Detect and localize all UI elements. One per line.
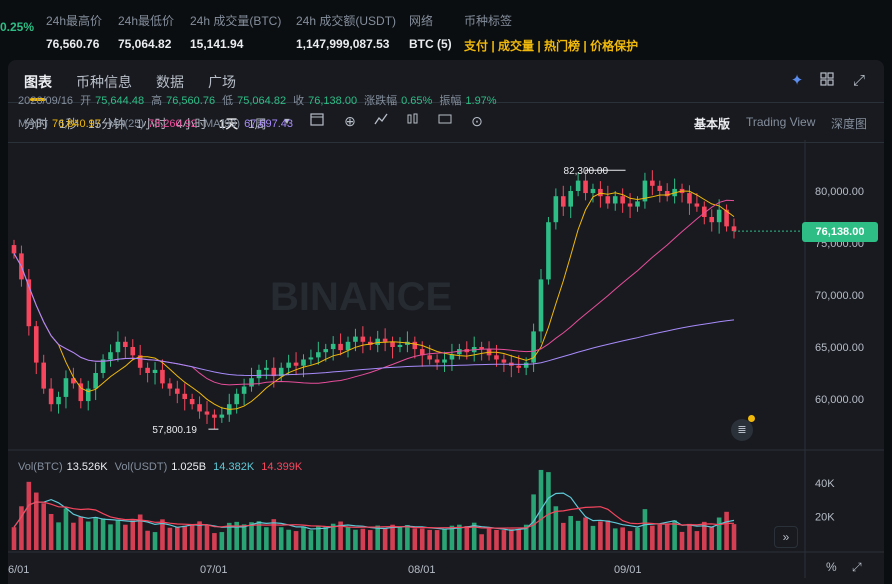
indicator-line-icon[interactable] bbox=[372, 112, 390, 130]
ma-info: MA(7) 76,840.97 MA(25) 78,260.92 MA(99) 67,… bbox=[18, 118, 294, 130]
ticker-stats-bar: 0.25% 24h最高价 76,560.76 24h最低价 75,064.82 … bbox=[0, 0, 892, 56]
notification-dot bbox=[748, 415, 755, 422]
add-indicator-icon[interactable]: ⊕ bbox=[344, 113, 356, 129]
stat-24h-low: 24h最低价 75,064.82 bbox=[118, 14, 175, 51]
timeframe-15m[interactable]: 15分钟 bbox=[88, 117, 126, 131]
active-tab-indicator bbox=[30, 98, 46, 101]
scroll-right-button[interactable]: » bbox=[774, 526, 798, 548]
sparkle-icon[interactable]: ✦ bbox=[790, 72, 804, 89]
timeframe-1w[interactable]: 1周 bbox=[248, 117, 267, 131]
ohlc-info: 2026/09/16 开 75,644.48 高 76,560.76 低 75,064… bbox=[18, 95, 497, 107]
view-basic[interactable]: 基本版 bbox=[694, 117, 731, 131]
notes-icon[interactable]: ≣ bbox=[731, 419, 753, 441]
timeframe-1d[interactable]: 1天 bbox=[219, 117, 238, 131]
more-timeframes-dropdown-icon[interactable]: ▼ bbox=[282, 116, 292, 126]
chart-panel: 图表 币种信息 数据 广场 ✦ ⤢ 分时 1秒 15分钟 1小时 4小时 1天 … bbox=[8, 60, 884, 584]
auto-scale-icon[interactable]: ⤢ bbox=[852, 560, 862, 574]
stat-24h-high: 24h最高价 76,560.76 bbox=[46, 14, 103, 51]
grid-icon[interactable] bbox=[818, 72, 836, 90]
percent-scale-icon[interactable]: % bbox=[826, 560, 837, 574]
timeframe-1s[interactable]: 1秒 bbox=[59, 117, 78, 131]
chart-tabs: 图表 币种信息 数据 广场 ✦ ⤢ bbox=[8, 60, 884, 103]
expand-icon[interactable]: ⤢ bbox=[852, 72, 865, 89]
chart-toolbar: 分时 1秒 15分钟 1小时 4小时 1天 1周 ▼ ⊕ ⊙ 基本版 Tradi… bbox=[8, 102, 884, 143]
settings-icon[interactable]: ⊙ bbox=[471, 113, 483, 129]
view-tradingview[interactable]: Trading View bbox=[746, 115, 816, 129]
current-price-label: 76,138.00 bbox=[802, 222, 878, 242]
calendar-icon[interactable] bbox=[308, 112, 326, 130]
volume-info: Vol(BTC) 13.526K Vol(USDT) 1.025B 14.382K … bbox=[18, 461, 303, 473]
layout-icon[interactable] bbox=[436, 112, 454, 130]
stat-change-value: 0.25% bbox=[0, 20, 35, 34]
timeframe-4h[interactable]: 4小时 bbox=[176, 117, 207, 131]
tab-square[interactable]: 广场 bbox=[208, 74, 236, 90]
view-depth[interactable]: 深度图 bbox=[831, 117, 868, 131]
stat-24h-volume-usdt: 24h 成交额(USDT) 1,147,999,087.53 bbox=[296, 14, 397, 51]
tab-chart[interactable]: 图表 bbox=[24, 74, 52, 90]
timeframe-time[interactable]: 分时 bbox=[24, 117, 49, 131]
stat-24h-volume-btc: 24h 成交量(BTC) 15,141.94 bbox=[190, 14, 282, 51]
candle-type-icon[interactable] bbox=[404, 112, 422, 130]
stat-coin-tags: 币种标签 支付 | 成交量 | 热门榜 | 价格保护 bbox=[464, 14, 639, 53]
stat-change: 0.25% bbox=[0, 12, 34, 34]
tab-data[interactable]: 数据 bbox=[156, 74, 184, 90]
tab-coin-info[interactable]: 币种信息 bbox=[76, 74, 132, 90]
timeframe-1h[interactable]: 1小时 bbox=[136, 117, 167, 131]
stat-network: 网络 BTC (5) bbox=[409, 14, 452, 51]
